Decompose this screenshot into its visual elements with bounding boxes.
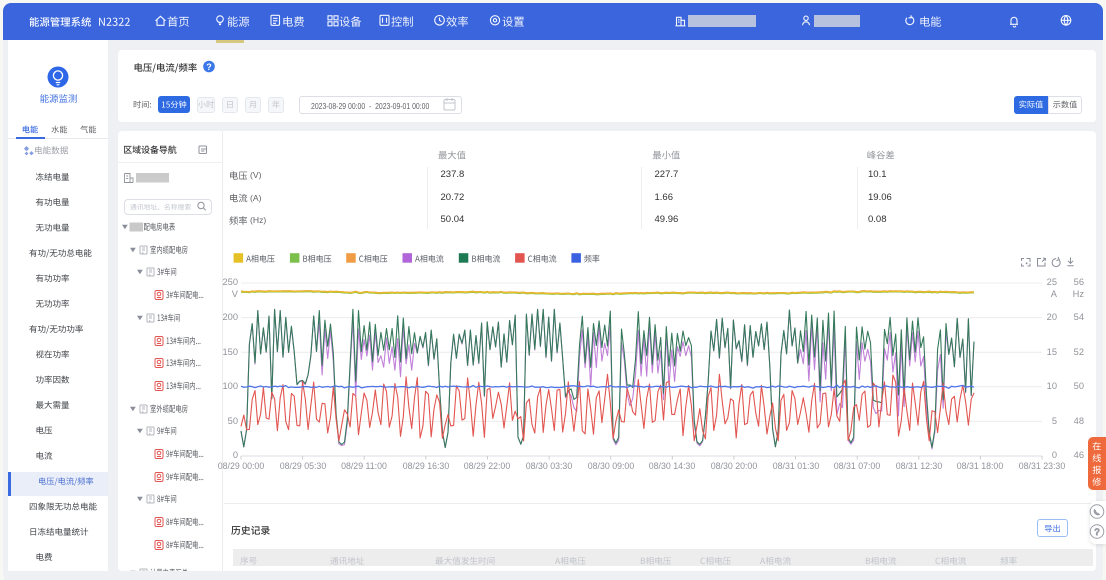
svg-text:?: ?	[206, 62, 212, 72]
svg-text:?: ?	[1094, 527, 1099, 537]
